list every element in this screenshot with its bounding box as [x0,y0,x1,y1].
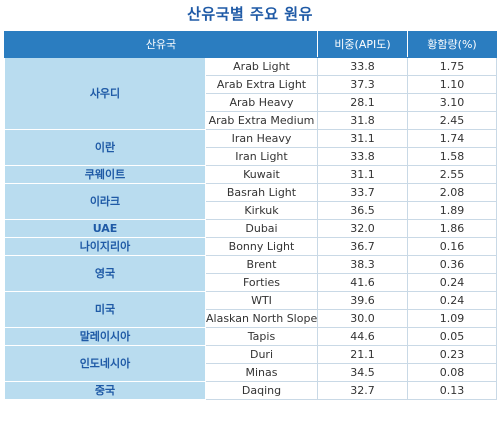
sulfur-cell: 0.23 [407,345,497,364]
table-row: Minas 34.5 0.08 [5,363,497,382]
country-cell: UAE [4,219,206,238]
api-cell: 30.0 [317,309,408,328]
table-row: 이란 Iran Heavy 31.1 1.74 [4,129,497,166]
table-header-row: 산유국 비중(API도) 황함량(%) [4,31,497,58]
api-cell: 33.8 [317,57,408,76]
table-row: 이라크 Basrah Light 33.7 2.08 [4,183,497,220]
country-cell: 미국 [4,291,206,328]
country-cell: 중국 [4,381,206,400]
api-cell: 31.8 [317,111,408,130]
table-row: 나이지리아 Bonny Light 36.7 0.16 [4,237,497,256]
api-cell: 33.8 [317,147,408,166]
crude-cell: Kuwait [205,165,318,184]
crude-cell: Brent [205,255,318,274]
crude-cell: Dubai [205,219,318,238]
table-row: 사우디 Arab Light 33.8 1.75 [4,57,497,130]
crude-cell: Arab Extra Medium [205,111,318,130]
table-row: UAE Dubai 32.0 1.86 [4,219,497,238]
sulfur-cell: 1.86 [407,219,497,238]
header-sulfur: 황함량(%) [407,31,497,58]
api-cell: 32.7 [317,381,408,400]
api-cell: 21.1 [317,345,408,364]
crude-cell: Forties [205,273,318,292]
country-cell: 인도네시아 [4,345,206,382]
sulfur-cell: 2.08 [407,183,497,202]
crude-cell: WTI [205,291,318,310]
sulfur-cell: 0.16 [407,237,497,256]
api-cell: 38.3 [317,255,408,274]
api-cell: 36.7 [317,237,408,256]
api-cell: 31.1 [317,129,408,148]
api-cell: 39.6 [317,291,408,310]
sulfur-cell: 1.09 [407,309,497,328]
crude-cell: Arab Heavy [205,93,318,112]
table-row: 쿠웨이트 Kuwait 31.1 2.55 [4,165,497,184]
table-row: 인도네시아 Duri 21.1 0.23 [4,345,497,382]
table-row: 말레이시아 Tapis 44.6 0.05 [4,327,497,346]
table-row: 미국 WTI 39.6 0.24 [4,291,497,328]
sulfur-cell: 1.89 [407,201,497,220]
country-cell: 나이지리아 [4,237,206,256]
country-cell: 이란 [4,129,206,166]
sulfur-cell: 0.36 [407,255,497,274]
table-row: 영국 Brent 38.3 0.36 [4,255,497,292]
country-cell: 영국 [4,255,206,292]
header-country: 산유국 [4,31,318,58]
sulfur-cell: 1.74 [407,129,497,148]
api-cell: 44.6 [317,327,408,346]
crude-cell: Alaskan North Slope [205,309,318,328]
sulfur-cell: 0.08 [407,363,497,382]
sulfur-cell: 0.13 [407,381,497,400]
crude-oil-table: 산유국 비중(API도) 황함량(%) 사우디 Arab Light 33.8 1.7… [4,31,497,400]
header-api: 비중(API도) [317,31,408,58]
table-row: Iran Light 33.8 1.58 [5,147,497,166]
sulfur-cell: 2.55 [407,165,497,184]
sulfur-cell: 1.10 [407,75,497,94]
api-cell: 31.1 [317,165,408,184]
api-cell: 37.3 [317,75,408,94]
crude-cell: Kirkuk [205,201,318,220]
crude-cell: Arab Light [205,57,318,76]
sulfur-cell: 0.05 [407,327,497,346]
crude-cell: Basrah Light [205,183,318,202]
sulfur-cell: 0.24 [407,291,497,310]
crude-cell: Iran Heavy [205,129,318,148]
api-cell: 28.1 [317,93,408,112]
sulfur-cell: 0.24 [407,273,497,292]
crude-cell: Minas [205,363,318,382]
api-cell: 33.7 [317,183,408,202]
table-row: Kirkuk 36.5 1.89 [5,201,497,220]
table-row: 중국 Daqing 32.7 0.13 [4,381,497,400]
api-cell: 41.6 [317,273,408,292]
api-cell: 32.0 [317,219,408,238]
crude-cell: Tapis [205,327,318,346]
sulfur-cell: 1.58 [407,147,497,166]
country-cell: 이라크 [4,183,206,220]
country-cell: 사우디 [4,57,206,130]
crude-cell: Iran Light [205,147,318,166]
sulfur-cell: 3.10 [407,93,497,112]
api-cell: 34.5 [317,363,408,382]
country-cell: 말레이시아 [4,327,206,346]
crude-cell: Bonny Light [205,237,318,256]
crude-cell: Duri [205,345,318,364]
table-row: Arab Heavy 28.1 3.10 [5,93,497,112]
country-cell: 쿠웨이트 [4,165,206,184]
sulfur-cell: 2.45 [407,111,497,130]
table-row: Forties 41.6 0.24 [5,273,497,292]
api-cell: 36.5 [317,201,408,220]
page-title: 산유국별 주요 원유 [187,5,313,23]
table-body: 사우디 Arab Light 33.8 1.75 Arab Extra Light 37.… [4,57,497,400]
crude-cell: Daqing [205,381,318,400]
crude-cell: Arab Extra Light [205,75,318,94]
table-row: Alaskan North Slope 30.0 1.09 [5,309,497,328]
sulfur-cell: 1.75 [407,57,497,76]
